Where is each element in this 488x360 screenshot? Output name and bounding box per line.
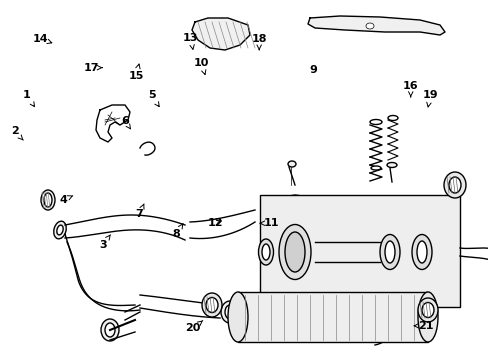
Ellipse shape	[384, 241, 394, 263]
Ellipse shape	[369, 120, 381, 125]
Ellipse shape	[224, 305, 235, 319]
Text: 14: 14	[32, 34, 52, 44]
Ellipse shape	[287, 161, 295, 167]
Ellipse shape	[205, 297, 218, 312]
Ellipse shape	[386, 162, 396, 167]
Text: 15: 15	[128, 64, 143, 81]
Ellipse shape	[285, 232, 305, 272]
Ellipse shape	[411, 234, 431, 270]
Ellipse shape	[227, 292, 247, 342]
Ellipse shape	[44, 193, 52, 207]
Ellipse shape	[379, 234, 399, 270]
Bar	[260, 195, 459, 307]
Ellipse shape	[290, 293, 306, 301]
Ellipse shape	[279, 225, 310, 279]
Ellipse shape	[448, 177, 460, 193]
Ellipse shape	[365, 23, 373, 29]
Text: 19: 19	[422, 90, 437, 107]
Ellipse shape	[370, 205, 379, 219]
Ellipse shape	[366, 201, 382, 223]
Ellipse shape	[269, 203, 280, 217]
Text: 20: 20	[185, 320, 203, 333]
Ellipse shape	[421, 302, 433, 318]
Text: 3: 3	[99, 235, 110, 250]
Ellipse shape	[101, 319, 119, 341]
Ellipse shape	[57, 225, 63, 235]
Ellipse shape	[54, 221, 66, 239]
Ellipse shape	[370, 166, 380, 170]
Polygon shape	[307, 16, 444, 35]
Text: 6: 6	[121, 116, 130, 129]
Ellipse shape	[443, 172, 465, 198]
Ellipse shape	[387, 116, 397, 121]
Text: 21: 21	[413, 321, 432, 331]
Text: 4: 4	[60, 195, 73, 205]
Text: 13: 13	[183, 33, 198, 49]
Ellipse shape	[202, 293, 222, 317]
Text: 7: 7	[135, 204, 144, 219]
Text: 5: 5	[147, 90, 159, 107]
Text: 9: 9	[308, 65, 316, 75]
Text: 17: 17	[84, 63, 102, 73]
Ellipse shape	[416, 241, 426, 263]
Ellipse shape	[417, 292, 437, 342]
Polygon shape	[262, 195, 325, 228]
Text: 16: 16	[402, 81, 418, 97]
Ellipse shape	[417, 298, 437, 322]
Text: 18: 18	[251, 34, 266, 50]
Bar	[238, 292, 427, 342]
Ellipse shape	[105, 323, 115, 337]
Text: 10: 10	[193, 58, 209, 75]
Text: 1: 1	[23, 90, 35, 107]
Ellipse shape	[265, 199, 284, 221]
Ellipse shape	[41, 190, 55, 210]
Ellipse shape	[221, 301, 239, 323]
Text: 2: 2	[11, 126, 23, 140]
Text: 11: 11	[260, 218, 279, 228]
Ellipse shape	[262, 244, 269, 260]
Polygon shape	[192, 18, 249, 50]
Ellipse shape	[258, 239, 273, 265]
Text: 8: 8	[172, 224, 183, 239]
Text: 12: 12	[207, 218, 223, 228]
